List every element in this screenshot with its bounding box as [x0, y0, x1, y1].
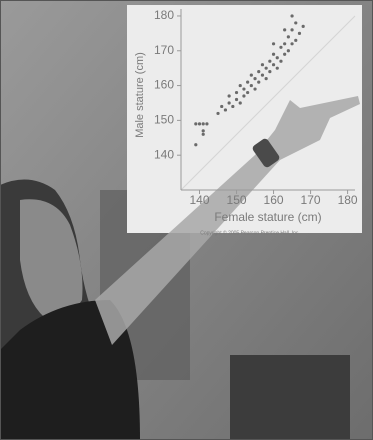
- bracelet: [252, 138, 280, 168]
- y-tick-label: 170: [154, 43, 174, 57]
- point: [234, 97, 239, 102]
- point: [201, 132, 205, 136]
- projected-image: [230, 355, 350, 440]
- point: [194, 122, 198, 126]
- point: [227, 101, 231, 105]
- point: [242, 94, 246, 98]
- point: [290, 28, 294, 32]
- point: [249, 83, 253, 88]
- point: [271, 42, 276, 46]
- point: [268, 70, 272, 74]
- point: [216, 111, 220, 116]
- x-tick-label: 160: [264, 193, 284, 207]
- point: [197, 122, 202, 126]
- point: [249, 73, 253, 77]
- point: [271, 52, 276, 56]
- point: [205, 122, 209, 126]
- x-axis-label: Female stature (cm): [214, 210, 321, 224]
- point: [242, 87, 246, 91]
- point: [257, 70, 261, 74]
- x-tick-label: 140: [189, 193, 209, 207]
- point: [257, 80, 261, 84]
- point: [290, 14, 294, 18]
- point: [231, 104, 235, 109]
- point: [264, 66, 268, 70]
- x-tick-label: 180: [338, 193, 358, 207]
- point: [201, 122, 205, 126]
- point: [286, 49, 290, 53]
- face: [20, 199, 83, 319]
- point: [253, 87, 257, 91]
- y-tick-label: 160: [154, 78, 174, 92]
- point: [260, 63, 265, 67]
- point: [279, 45, 283, 49]
- point: [279, 59, 283, 63]
- point: [301, 24, 305, 29]
- x-tick-label: 170: [301, 193, 321, 207]
- point: [275, 56, 279, 60]
- point: [294, 38, 298, 42]
- point: [201, 129, 205, 133]
- point: [238, 83, 242, 88]
- diagonal-line: [180, 15, 356, 191]
- point: [253, 77, 257, 81]
- point: [286, 35, 290, 39]
- point: [246, 80, 250, 84]
- point: [220, 104, 224, 109]
- point: [283, 52, 287, 56]
- copyright: Copyright © 2005 Pearson Prentice Hall, …: [200, 229, 300, 236]
- point: [246, 90, 250, 95]
- point: [268, 59, 272, 63]
- point: [234, 90, 239, 95]
- point: [223, 108, 228, 112]
- point: [294, 21, 298, 25]
- point: [238, 101, 242, 105]
- point: [283, 42, 287, 46]
- shirt: [0, 300, 140, 440]
- point: [290, 42, 294, 46]
- point: [275, 66, 279, 70]
- y-tick-label: 180: [154, 8, 174, 22]
- y-tick-label: 150: [154, 113, 174, 127]
- point: [271, 63, 276, 67]
- point: [260, 73, 265, 77]
- x-tick-label: 150: [227, 193, 247, 207]
- point: [297, 31, 302, 35]
- arm: [95, 96, 360, 345]
- point: [227, 94, 231, 98]
- y-tick-label: 140: [154, 147, 174, 161]
- y-axis-label: Male stature (cm): [134, 52, 146, 138]
- point: [264, 77, 268, 81]
- point: [194, 143, 198, 147]
- point: [283, 28, 287, 32]
